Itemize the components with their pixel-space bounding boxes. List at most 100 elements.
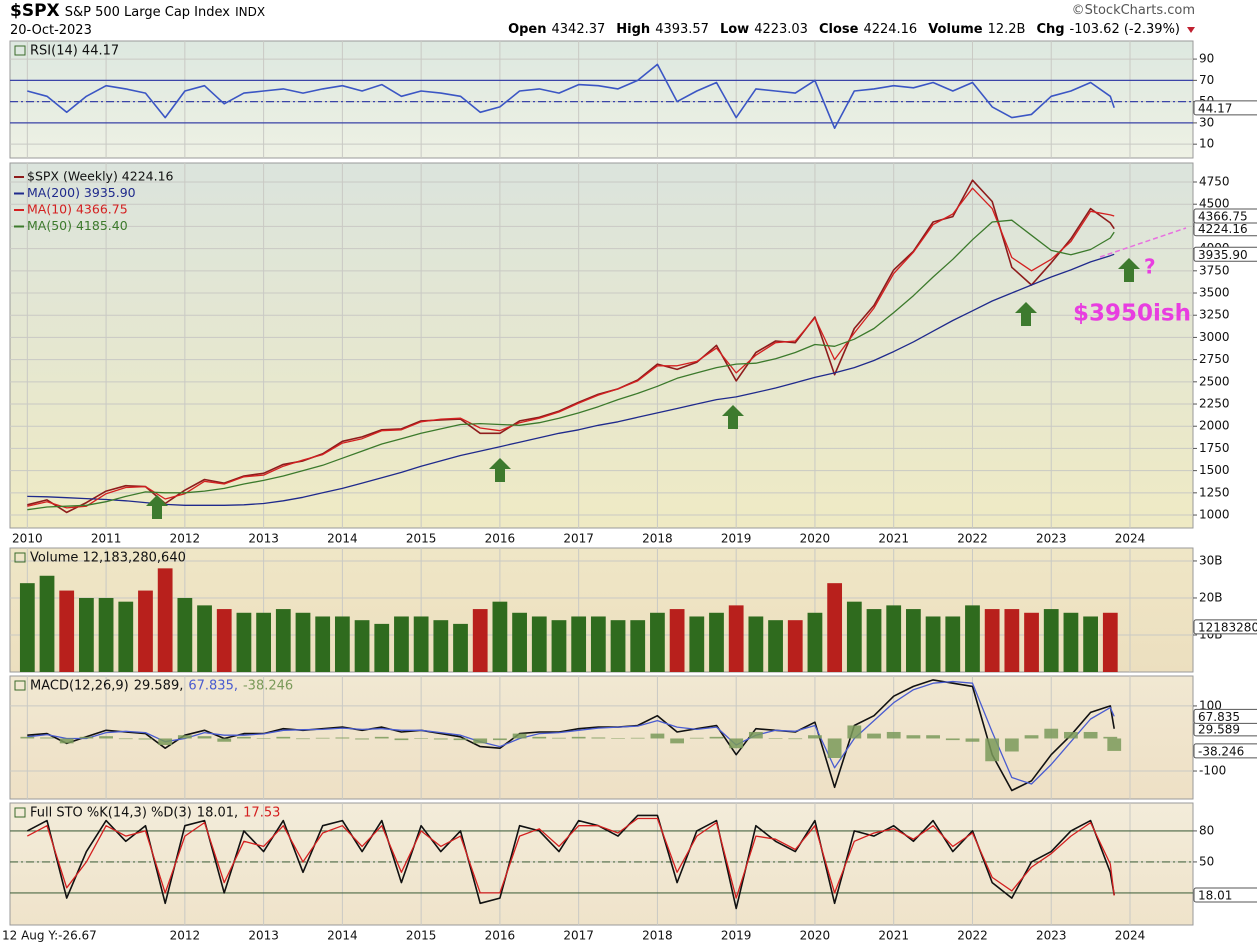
x-tick-label: 2016 — [485, 532, 516, 546]
x-tick-label: 2014 — [327, 532, 358, 546]
panel — [10, 803, 1193, 925]
y-tick-label: -100 — [1199, 764, 1226, 778]
volume-bar — [886, 605, 902, 672]
quote-value: -103.62 (-2.39%) — [1069, 22, 1180, 37]
legend-label: $SPX (Weekly) 4224.16 — [27, 169, 174, 184]
volume-bar — [433, 620, 449, 672]
histogram-bar — [571, 736, 586, 739]
down-arrow — [1187, 26, 1195, 33]
histogram-bar — [59, 738, 74, 744]
date: 20-Oct-2023 — [10, 23, 92, 38]
series-line — [27, 63, 1115, 129]
x-tick-label: 2022 — [957, 532, 988, 546]
x-tick-label: 2011 — [91, 532, 122, 546]
volume-bar — [866, 609, 882, 672]
histogram-bar — [867, 733, 881, 739]
volume-bar — [138, 590, 153, 672]
volume-bar — [1024, 612, 1039, 672]
histogram-bar — [217, 738, 232, 742]
y-tick-label: 1750 — [1199, 441, 1230, 455]
x-tick-label: 2020 — [800, 532, 831, 546]
value-tag-label: -38.246 — [1198, 744, 1244, 758]
volume-bar — [79, 597, 94, 672]
histogram-bar — [689, 737, 704, 739]
x-tick-label: 2022 — [957, 929, 988, 942]
volume-bar — [925, 616, 941, 672]
histogram-bar — [709, 736, 724, 739]
y-tick-label: 3250 — [1199, 308, 1230, 322]
histogram-bar — [827, 738, 842, 758]
quote-line: Open 4342.37 High 4393.57 Low 4223.03 Close… — [502, 22, 1195, 37]
y-tick-label: 50 — [1199, 854, 1214, 868]
value-tag — [1193, 887, 1257, 903]
histogram-bar — [256, 738, 271, 739]
annotation: $3950ish — [1073, 301, 1191, 327]
cursor-readout: 12 Aug Y:-26.67 — [2, 929, 97, 942]
panel — [10, 41, 1193, 158]
x-tick-label: 2013 — [248, 929, 279, 942]
x-tick-label: 2013 — [248, 532, 279, 546]
quote-value: 4223.03 — [754, 22, 808, 37]
quote-value: 4393.57 — [655, 22, 709, 37]
x-tick-label: 2018 — [642, 929, 673, 942]
volume-bar — [177, 597, 193, 672]
volume-bar — [453, 623, 468, 672]
series-line — [26, 817, 1115, 899]
volume-bar — [610, 620, 626, 672]
histogram-bar — [1083, 731, 1098, 739]
y-tick-label: 1500 — [1199, 463, 1230, 477]
histogram-bar — [1024, 735, 1039, 739]
histogram-bar — [493, 738, 507, 741]
histogram-bar — [118, 738, 133, 740]
histogram-bar — [276, 736, 291, 739]
histogram-bar — [611, 738, 625, 739]
arrow — [146, 495, 168, 519]
legend-label: MA(50) 4185.40 — [27, 218, 128, 233]
series-line — [27, 187, 1115, 509]
volume-bar — [728, 605, 744, 672]
volume-bar — [236, 612, 252, 672]
volume-bar — [354, 620, 370, 672]
x-tick-label: 2016 — [485, 929, 516, 942]
arrow — [489, 458, 511, 482]
histogram-bar — [926, 735, 940, 739]
volume-bar — [295, 612, 311, 672]
x-tick-label: 2014 — [327, 929, 358, 942]
volume-bar — [1112, 626, 1116, 672]
x-tick-label: 2024 — [1115, 532, 1146, 546]
y-tick-label: 1250 — [1199, 485, 1230, 499]
volume-bar — [827, 583, 843, 672]
volume-bar — [965, 605, 980, 672]
y-tick-label: 3000 — [1199, 330, 1230, 344]
y-tick-label: 4500 — [1199, 197, 1230, 211]
value-tag — [1193, 100, 1257, 116]
histogram-bar — [473, 738, 488, 744]
volume-bar — [315, 616, 331, 672]
histogram-bar — [788, 738, 803, 740]
y-tick-label: 90 — [1199, 52, 1214, 66]
histogram-bar — [808, 735, 822, 739]
panel — [10, 676, 1193, 799]
panel-background — [9, 802, 1194, 926]
volume-bar — [906, 609, 921, 672]
series-line — [27, 680, 1115, 785]
volume-bar — [492, 601, 508, 672]
volume-bar — [413, 616, 429, 672]
volume-bar — [846, 601, 862, 672]
legend-label: 18.01, — [197, 806, 238, 821]
x-tick-label: 2012 — [170, 532, 201, 546]
histogram-bar — [433, 738, 448, 740]
series-line — [26, 814, 1115, 910]
histogram-bar — [512, 733, 527, 739]
volume-bar — [630, 620, 646, 672]
histogram-bar — [985, 738, 1000, 762]
histogram-bar — [355, 738, 369, 740]
histogram-bar — [630, 737, 645, 739]
plot-layer: 10 30 50 70 90 44.17 RSI(14) 44.17 2010 2011 2012… — [9, 40, 1257, 942]
arrow — [1118, 258, 1140, 282]
histogram-bar — [394, 738, 409, 741]
quote-value: 4224.16 — [863, 22, 918, 37]
volume-bar — [590, 616, 606, 672]
histogram-bar — [453, 738, 468, 741]
volume-bar — [512, 612, 527, 672]
